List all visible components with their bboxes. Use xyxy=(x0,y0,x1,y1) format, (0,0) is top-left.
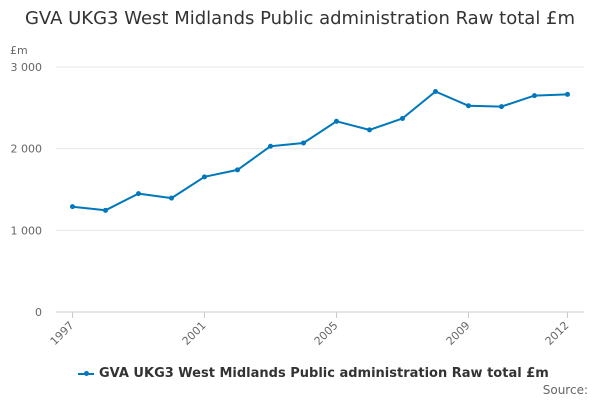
x-tick-labels: 1997 2001 2005 2009 2012 xyxy=(48,319,572,348)
y-tick-label: 2 000 xyxy=(11,143,43,156)
gridlines xyxy=(56,66,584,231)
legend[interactable]: GVA UKG3 West Midlands Public administra… xyxy=(78,366,549,381)
series-line xyxy=(71,90,569,212)
data-point xyxy=(334,118,339,124)
data-point xyxy=(565,91,570,97)
x-tick-label: 2001 xyxy=(180,319,209,348)
y-tick-label: 1 000 xyxy=(11,224,43,237)
chart-title: GVA UKG3 West Midlands Public administra… xyxy=(24,8,576,29)
data-point xyxy=(136,191,141,197)
axes xyxy=(56,311,584,318)
data-point xyxy=(301,140,306,146)
x-tick-label: 2005 xyxy=(312,319,341,348)
data-point xyxy=(367,127,372,133)
legend-series-label: GVA UKG3 West Midlands Public administra… xyxy=(99,366,549,381)
x-tick-label: 2009 xyxy=(444,319,473,348)
data-point xyxy=(169,195,174,201)
data-point xyxy=(499,104,504,110)
data-point xyxy=(268,143,273,149)
data-point xyxy=(532,93,537,99)
y-tick-label: 0 xyxy=(35,306,42,319)
data-point xyxy=(466,103,471,109)
series-layer xyxy=(70,89,570,213)
x-tick-label: 2012 xyxy=(543,319,572,348)
y-axis-unit-label: £m xyxy=(10,44,28,57)
data-point xyxy=(400,115,405,121)
data-point xyxy=(70,204,75,210)
legend-line-marker-icon xyxy=(78,368,94,380)
data-point xyxy=(235,167,240,173)
data-point xyxy=(433,89,438,94)
y-tick-label: 3 000 xyxy=(11,61,43,74)
data-point xyxy=(103,207,108,213)
data-point xyxy=(202,174,207,180)
x-tick-label: 1997 xyxy=(48,319,77,348)
source-label: Source: xyxy=(542,383,588,397)
y-tick-labels: 0 1 000 2 000 3 000 xyxy=(11,61,43,319)
